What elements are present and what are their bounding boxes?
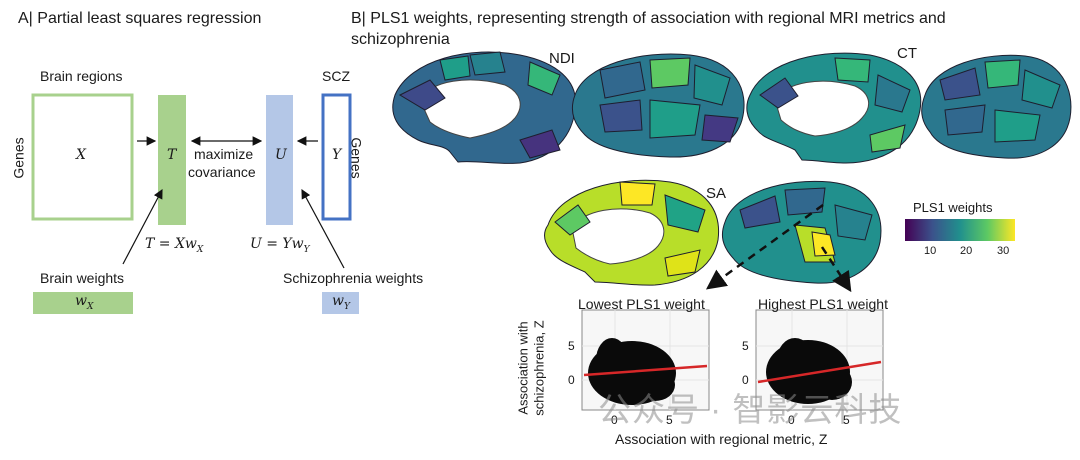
matrix-y-box [321,93,352,221]
colorbar-tick-10: 10 [924,245,937,257]
watermark: 公众号 · 智影云科技 [598,391,903,428]
sa-label: SA [706,185,727,202]
colorbar-tick-30: 30 [997,245,1010,257]
matrix-u-bar [266,95,293,225]
brain-sa-lateral [721,180,882,284]
scatter-lowest-title: Lowest PLS1 weight [578,296,705,312]
scatter-lowest-ytick-5: 5 [568,339,575,353]
panel-b-title-line1: B| PLS1 weights, representing strength o… [351,10,946,27]
arrow-brain-weights [122,188,163,265]
genes-right-label: Genes [348,137,365,179]
matrix-u-label: U [275,147,287,163]
scatter-highest-xtick-0: 0 [788,413,795,427]
matrix-t-bar [158,95,186,225]
scatter-ylabel: Association with schizophrenia, Z [515,320,547,416]
colorbar-tick-20: 20 [960,245,973,257]
genes-left-label: Genes [10,137,27,179]
panel-a-title: A| Partial least squares regression [18,10,262,27]
brain-weights-label: Brain weights [40,270,125,286]
maximize-label: maximize [194,146,254,162]
dashed-arrow-lowest [705,203,824,290]
brain-regions-label: Brain regions [40,68,123,84]
scz-label: SCZ [322,68,350,84]
scatter-highest-ytick-5: 5 [742,339,749,353]
panel-b-title-line2: schizophrenia [351,31,450,48]
scz-weights-label: Schizophrenia weights [283,270,424,286]
scatter-lowest-panel [581,309,710,411]
scatter-highest-panel [755,309,884,411]
scatter-highest-fit-line [757,360,882,384]
scatter-xlabel: Association with regional metric, Z [615,431,828,447]
scatter-highest-xtick-5: 5 [843,413,850,427]
equation-t: T = XwX [145,236,204,255]
ct-label: CT [897,45,917,62]
brain-ndi-lateral [572,53,745,158]
scatter-lowest-ytick-0: 0 [568,373,575,387]
brain-ndi-medial [392,51,577,164]
wx-box [33,292,133,314]
matrix-t-label: T [167,147,177,163]
scatter-highest-title: Highest PLS1 weight [758,296,888,312]
matrix-x-box [31,93,134,221]
wx-label: wX [75,293,94,312]
matrix-x-label: X [76,147,86,163]
arrow-scz-weights [301,188,345,269]
brain-sa-medial [544,179,720,286]
scatter-lowest-xtick-5: 5 [666,413,673,427]
wy-box [322,292,359,314]
dashed-arrow-highest [820,246,852,293]
brain-ct-medial [746,52,922,164]
colorbar-gradient [905,219,1015,241]
scatter-lowest-xtick-0: 0 [611,413,618,427]
ndi-label: NDI [549,50,575,67]
equation-u: U = YwY [250,236,310,255]
wy-label: wY [332,293,350,312]
covariance-label: covariance [188,164,256,180]
colorbar-title: PLS1 weights [913,200,993,215]
scatter-highest-ytick-0: 0 [742,373,749,387]
brain-ct-lateral [921,54,1072,159]
scatter-lowest-fit-line [583,364,708,377]
matrix-y-label: Y [332,147,342,163]
